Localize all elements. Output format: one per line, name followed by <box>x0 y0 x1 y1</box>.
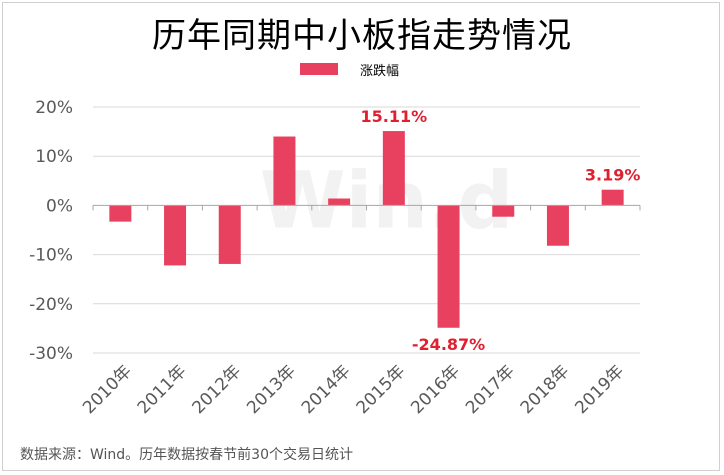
bar-2012年 <box>218 205 241 264</box>
chart-frame <box>2 2 720 471</box>
bar-2013年 <box>273 136 296 206</box>
x-category-label: 2010年 <box>79 361 136 418</box>
x-category-label: 2015年 <box>353 361 410 418</box>
bar-2019年 <box>601 189 624 206</box>
x-category-label: 2014年 <box>298 361 355 418</box>
legend-swatch <box>300 63 338 75</box>
data-label: 15.11% <box>361 107 428 126</box>
x-category-label: 2017年 <box>462 361 519 418</box>
chart-title: 历年同期中小板指走势情况 <box>152 16 572 56</box>
source-note: 数据来源：Wind。历年数据按春节前30个交易日统计 <box>20 447 353 463</box>
bar-2016年 <box>437 205 460 328</box>
bar-2011年 <box>164 205 187 266</box>
bar-2015年 <box>382 131 405 206</box>
x-category-label: 2018年 <box>517 361 574 418</box>
y-tick-label: 10% <box>35 147 73 167</box>
y-tick-label: 0% <box>46 196 73 216</box>
y-tick-label: 20% <box>35 98 73 118</box>
legend-label: 涨跌幅 <box>360 64 400 79</box>
x-category-label: 2016年 <box>407 361 464 418</box>
x-category-label: 2011年 <box>134 361 191 418</box>
y-tick-label: -10% <box>29 246 73 266</box>
bar-2010年 <box>109 205 132 222</box>
data-label: 3.19% <box>585 166 641 185</box>
bar-2017年 <box>492 205 515 217</box>
x-category-label: 2019年 <box>571 361 628 418</box>
x-category-label: 2013年 <box>243 361 300 418</box>
bar-2018年 <box>546 205 569 246</box>
y-tick-label: -30% <box>29 344 73 364</box>
data-label: -24.87% <box>412 335 485 354</box>
y-tick-label: -20% <box>29 295 73 315</box>
bar-2014年 <box>328 198 351 206</box>
x-category-label: 2012年 <box>189 361 246 418</box>
